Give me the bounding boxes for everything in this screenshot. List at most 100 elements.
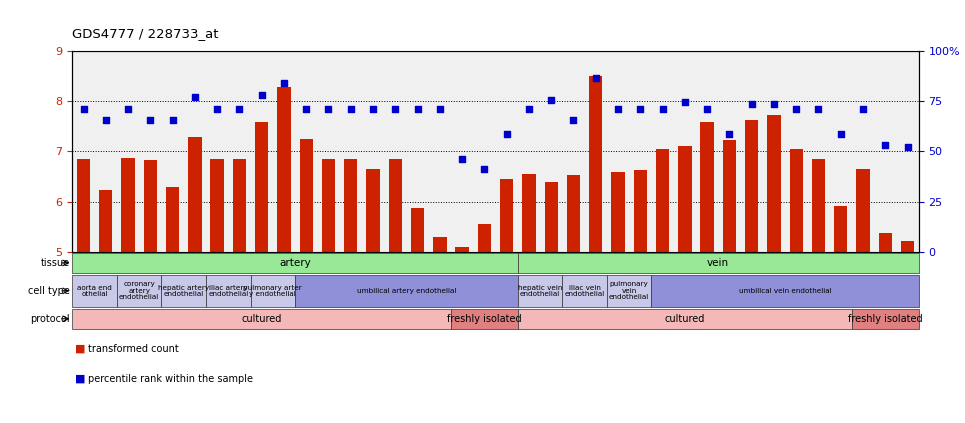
Bar (656, 149, 670, 252)
Bar (206, 275, 251, 307)
Point (343, 105, 358, 112)
Point (499, 130, 514, 137)
Bar (188, 137, 202, 252)
Point (209, 105, 225, 112)
Point (187, 93, 203, 100)
Bar (433, 237, 447, 252)
Bar (723, 140, 736, 252)
Text: percentile rank within the sample: percentile rank within the sample (88, 374, 253, 384)
Bar (607, 275, 651, 307)
Point (610, 105, 625, 112)
Point (833, 130, 848, 137)
Point (477, 165, 492, 172)
Point (811, 105, 826, 112)
Bar (251, 275, 295, 307)
Point (320, 105, 336, 112)
Text: coronary
artery
endothelial: coronary artery endothelial (119, 281, 159, 300)
Bar (518, 275, 563, 307)
Bar (612, 172, 624, 252)
Bar (122, 158, 135, 252)
Text: freshly isolated: freshly isolated (447, 314, 522, 324)
Bar (651, 275, 919, 307)
Point (366, 105, 381, 112)
Bar (852, 309, 919, 329)
Point (455, 155, 470, 162)
Bar (544, 182, 558, 252)
Bar (77, 159, 90, 252)
Bar (500, 179, 513, 252)
Bar (321, 159, 335, 252)
Bar (255, 122, 268, 252)
Bar (117, 275, 161, 307)
Point (788, 105, 804, 112)
Text: cultured: cultured (241, 314, 282, 324)
Bar (701, 122, 714, 252)
Text: pulmonary
vein
endothelial: pulmonary vein endothelial (609, 281, 649, 300)
Text: tissue: tissue (41, 258, 70, 268)
Bar (72, 253, 518, 273)
Text: aorta end
othelial: aorta end othelial (77, 285, 112, 297)
Bar (856, 169, 869, 252)
Point (254, 92, 269, 99)
Point (76, 105, 92, 112)
Text: artery: artery (279, 258, 311, 268)
Point (232, 105, 247, 112)
Point (432, 105, 448, 112)
Text: protocol: protocol (31, 314, 70, 324)
Bar (789, 149, 803, 252)
Text: GDS4777 / 228733_at: GDS4777 / 228733_at (72, 27, 219, 40)
Bar (233, 159, 246, 252)
Text: iliac vein
endothelial: iliac vein endothelial (565, 285, 605, 297)
Bar (563, 275, 607, 307)
Bar (72, 309, 451, 329)
Point (877, 142, 893, 148)
Text: freshly isolated: freshly isolated (848, 314, 923, 324)
Bar (367, 169, 379, 252)
Bar (518, 309, 852, 329)
Bar (144, 160, 157, 252)
Bar (99, 190, 113, 252)
Text: iliac artery
endothelial: iliac artery endothelial (208, 285, 248, 297)
Point (121, 105, 136, 112)
Text: umbilical vein endothelial: umbilical vein endothelial (739, 288, 832, 294)
Bar (901, 241, 914, 252)
Point (298, 105, 314, 112)
Point (388, 105, 403, 112)
Point (633, 105, 648, 112)
Point (521, 105, 537, 112)
Bar (878, 233, 892, 252)
Bar (161, 275, 206, 307)
Text: hepatic artery
endothelial: hepatic artery endothelial (158, 285, 209, 297)
Bar (451, 309, 518, 329)
Bar (589, 76, 602, 252)
Text: ■: ■ (75, 374, 86, 384)
Point (143, 117, 158, 124)
Bar (522, 174, 536, 252)
Bar (678, 146, 692, 252)
Bar (411, 208, 425, 252)
Text: cell type: cell type (28, 286, 70, 296)
Bar (812, 159, 825, 252)
Text: pulmonary arter
y endothelial: pulmonary arter y endothelial (243, 285, 302, 297)
Text: vein: vein (707, 258, 730, 268)
Point (165, 117, 180, 124)
Point (655, 105, 671, 112)
Bar (166, 187, 179, 252)
Point (565, 117, 581, 124)
Point (410, 105, 426, 112)
Bar (634, 170, 647, 252)
Text: ■: ■ (75, 344, 86, 354)
Point (766, 100, 782, 107)
Point (677, 99, 693, 105)
Point (276, 80, 291, 87)
Bar (299, 139, 313, 252)
Text: transformed count: transformed count (88, 344, 179, 354)
Bar (210, 159, 224, 252)
Bar (518, 253, 919, 273)
Point (899, 144, 915, 151)
Bar (72, 275, 117, 307)
Bar (295, 275, 518, 307)
Point (855, 105, 870, 112)
Bar (277, 87, 290, 252)
Bar (455, 247, 469, 252)
